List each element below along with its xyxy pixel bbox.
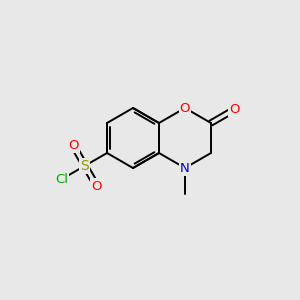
- Text: O: O: [92, 179, 102, 193]
- Text: O: O: [68, 139, 79, 152]
- Text: O: O: [180, 101, 190, 115]
- Text: N: N: [180, 161, 190, 175]
- Text: Cl: Cl: [55, 173, 68, 186]
- Text: O: O: [229, 103, 240, 116]
- Text: S: S: [81, 159, 89, 173]
